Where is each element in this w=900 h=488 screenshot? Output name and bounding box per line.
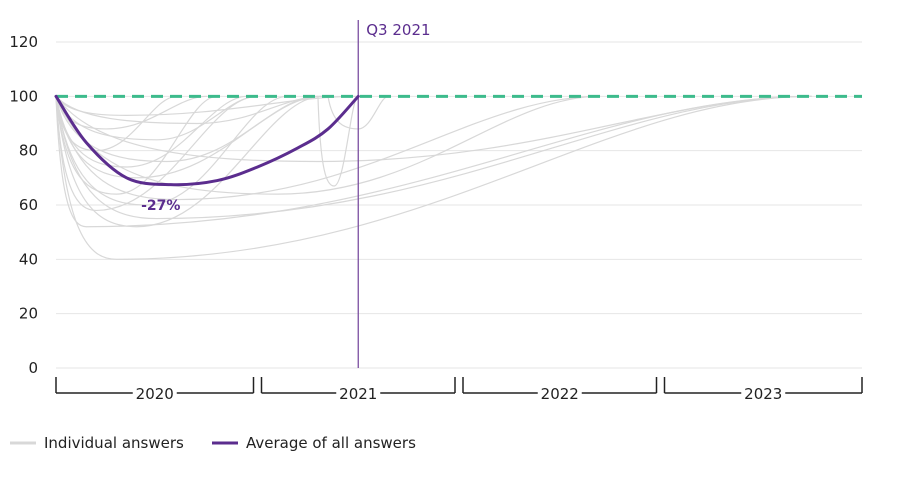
x-axis-year-brackets: 2020 2021 2022 2023 xyxy=(55,377,863,403)
legend: Individual answers Average of all answer… xyxy=(10,434,416,452)
individual-answer-line xyxy=(55,95,812,220)
individual-answer-line xyxy=(55,95,812,163)
individual-answer-line xyxy=(55,95,601,195)
individual-answer-line xyxy=(55,95,812,260)
y-tick-label: 60 xyxy=(19,196,38,214)
individual-answer-line xyxy=(55,95,248,168)
year-bracket: 2021 xyxy=(260,377,456,403)
year-label: 2023 xyxy=(744,385,782,403)
legend-individual-label: Individual answers xyxy=(44,434,184,452)
individual-answer-lines xyxy=(55,95,812,260)
year-bracket: 2022 xyxy=(462,377,658,403)
individual-answer-line xyxy=(55,95,322,228)
year-label: 2021 xyxy=(339,385,377,403)
individual-answer-line xyxy=(55,95,258,212)
year-label: 2022 xyxy=(541,385,579,403)
individual-answer-line xyxy=(317,95,359,187)
individual-answer-line xyxy=(55,95,258,141)
year-bracket: 2023 xyxy=(663,377,863,403)
individual-answer-line xyxy=(55,95,208,130)
drop-annotation: -27% xyxy=(141,198,180,214)
y-tick-label: 80 xyxy=(19,142,38,160)
y-axis-ticks: 0 20 40 60 80 100 120 xyxy=(9,33,38,377)
y-tick-label: 120 xyxy=(9,33,38,51)
y-tick-label: 40 xyxy=(19,250,38,268)
q3-2021-marker-label: Q3 2021 xyxy=(366,21,430,39)
year-label: 2020 xyxy=(136,385,174,403)
individual-answer-line xyxy=(55,95,601,201)
year-bracket: 2020 xyxy=(55,377,255,403)
legend-average-label: Average of all answers xyxy=(246,434,416,452)
y-tick-label: 20 xyxy=(19,305,38,323)
y-tick-label: 0 xyxy=(28,359,38,377)
individual-answer-line xyxy=(55,95,218,195)
individual-answer-line xyxy=(55,95,288,206)
individual-answer-line xyxy=(55,95,359,116)
average-line xyxy=(54,94,360,187)
y-tick-label: 100 xyxy=(9,87,38,105)
individual-answer-line xyxy=(55,95,177,152)
